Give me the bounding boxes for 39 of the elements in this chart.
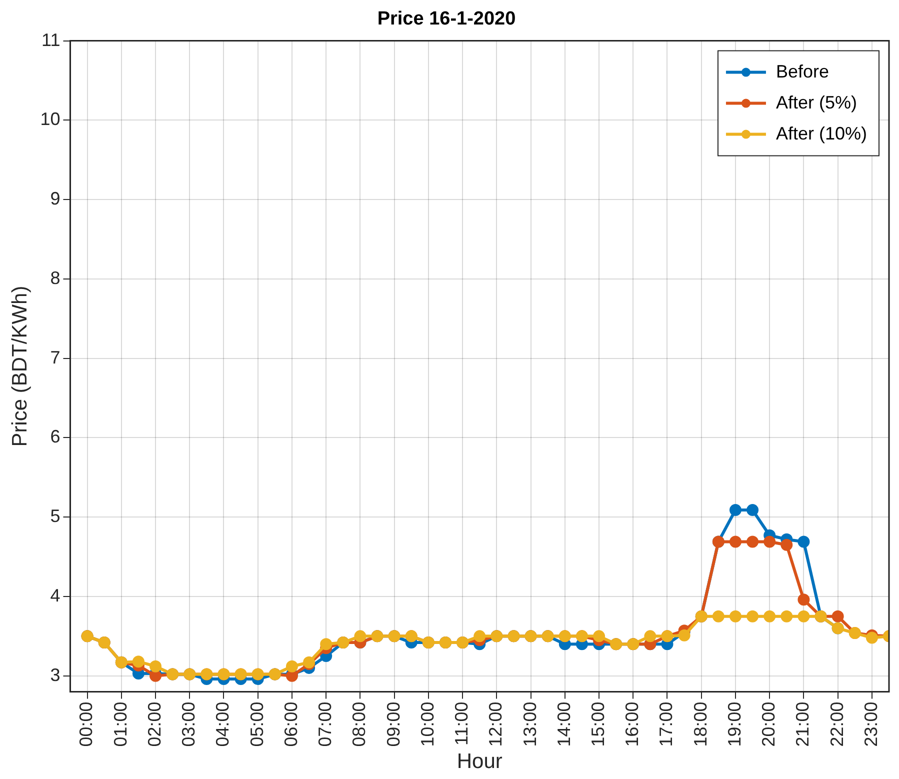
chart-title: Price 16-1-2020	[377, 8, 516, 30]
y-tick-label: 11	[42, 30, 60, 50]
x-tick-label: 20:00	[758, 702, 779, 747]
x-tick-label: 19:00	[724, 702, 744, 747]
x-tick-label: 15:00	[588, 702, 608, 747]
x-tick-label: 11:00	[452, 702, 472, 746]
x-tick-label: 00:00	[76, 702, 96, 747]
x-axis-title: Hour	[456, 750, 502, 774]
x-tick-label: 17:00	[656, 702, 676, 747]
x-tick-label: 12:00	[486, 702, 506, 747]
x-tick-label: 22:00	[826, 702, 847, 747]
y-tick-label: 4	[50, 585, 60, 606]
x-tick-label: 05:00	[246, 702, 267, 747]
x-tick-label: 04:00	[212, 702, 233, 747]
x-tick-label: 10:00	[417, 702, 438, 747]
x-tick-label: 08:00	[349, 702, 370, 747]
legend-label: After (5%)	[776, 92, 858, 112]
x-tick-label: 14:00	[554, 702, 574, 747]
x-tick-label: 13:00	[520, 702, 540, 747]
x-tick-label: 23:00	[860, 702, 881, 747]
y-tick-label: 8	[50, 268, 60, 288]
x-tick-label: 06:00	[280, 702, 301, 747]
y-tick-label: 9	[50, 188, 60, 209]
x-tick-label: 21:00	[792, 702, 813, 747]
y-tick-label: 5	[50, 506, 60, 526]
legend-label: Before	[776, 61, 830, 82]
y-tick-label: 3	[50, 664, 60, 685]
x-tick-label: 16:00	[622, 702, 642, 747]
x-tick-label: 18:00	[690, 702, 710, 747]
y-axis-title: Price (BDT/KWh)	[8, 286, 32, 447]
x-tick-label: 01:00	[110, 702, 130, 747]
y-tick-label: 10	[40, 109, 60, 130]
x-tick-label: 03:00	[178, 702, 199, 747]
y-tick-label: 7	[50, 347, 60, 368]
x-tick-label: 02:00	[144, 702, 164, 747]
x-tick-label: 09:00	[383, 702, 404, 747]
x-tick-label: 07:00	[315, 702, 336, 747]
y-tick-label: 6	[50, 426, 60, 447]
legend-label: After (10%)	[776, 123, 868, 144]
